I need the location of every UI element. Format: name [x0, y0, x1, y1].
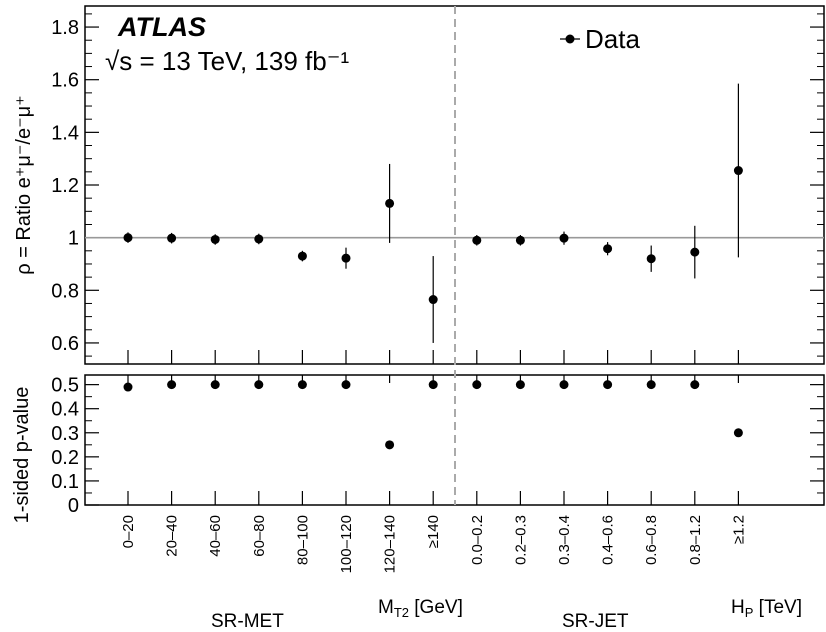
pvalue-data-point	[254, 380, 264, 390]
legend-label: Data	[585, 24, 640, 54]
pvalue-y-tick-label: 0	[68, 495, 79, 517]
x-category-label: ≥1.2	[730, 515, 747, 544]
hp-axis-unit: [TeV]	[753, 597, 802, 618]
pvalue-y-tick-label: 0.5	[51, 375, 79, 397]
x-category-label: 0.0–0.2	[469, 515, 486, 565]
pvalue-data-point	[428, 380, 438, 390]
ratio-data-point	[690, 247, 700, 257]
pvalue-data-point	[515, 380, 525, 390]
x-category-label: 0–20	[120, 515, 137, 548]
ratio-data-point	[123, 233, 133, 243]
tick-labels: 0.6 0.8 1 1.2 1.4 1.6 1.8 00.10.20.30.40.5 0–20 2…	[51, 17, 747, 573]
x-category-label: 0.2–0.3	[512, 515, 529, 565]
pvalue-data-point	[603, 380, 613, 390]
ratio-y-tick-label: 1.6	[51, 70, 79, 92]
guide-lines	[85, 6, 824, 505]
pvalue-data-point	[646, 380, 656, 390]
ratio-y-tick-label: 1.4	[51, 122, 79, 144]
x-category-label: 120–140	[382, 515, 399, 573]
pvalue-data-point	[167, 380, 177, 390]
x-category-label: ≥140	[425, 515, 442, 548]
x-category-label: 0.8–1.2	[687, 515, 704, 565]
ratio-data-point	[646, 254, 656, 264]
x-category-label: 0.4–0.6	[600, 515, 617, 565]
pvalue-data-point	[385, 440, 395, 450]
ratio-data-point	[341, 253, 351, 263]
ratio-y-tick-label: 0.6	[51, 333, 79, 355]
data-points	[123, 83, 743, 450]
pvalue-y-tick-label: 0.4	[51, 399, 79, 421]
x-category-label: 0.3–0.4	[556, 515, 573, 565]
mt2-axis-sub: T2	[394, 605, 409, 620]
legend: Data	[560, 24, 640, 54]
pvalue-y-tick-label: 0.3	[51, 423, 79, 445]
experiment-label: ATLAS	[117, 12, 206, 42]
sr-jet-label: SR-JET	[562, 611, 629, 632]
x-category-label: 0.6–0.8	[643, 515, 660, 565]
ratio-data-point	[603, 244, 613, 254]
legend-marker	[565, 34, 575, 44]
ratio-y-tick-label: 1	[68, 228, 79, 250]
sr-met-label: SR-MET	[211, 611, 284, 632]
ratio-data-point	[297, 251, 307, 261]
ratio-data-point	[472, 235, 482, 245]
pvalue-y-axis-title: 1-sided p-value	[11, 387, 33, 524]
ratio-data-point	[254, 234, 264, 244]
pvalue-data-point	[341, 380, 351, 390]
ratio-data-point	[428, 295, 438, 305]
ratio-data-point	[385, 198, 395, 208]
x-category-label: 40–60	[207, 515, 224, 557]
ratio-y-tick-label: 1.8	[51, 17, 79, 39]
ratio-y-axis-title: ρ = Ratio e⁺μ⁻/e⁻μ⁺	[13, 95, 35, 275]
pvalue-data-point	[123, 382, 133, 392]
hp-axis-sub: P	[745, 605, 754, 620]
x-category-label: 60–80	[251, 515, 268, 557]
pvalue-data-point	[690, 380, 700, 390]
x-category-label: 80–100	[294, 515, 311, 565]
pvalue-data-point	[559, 380, 569, 390]
ratio-y-tick-label: 1.2	[51, 175, 79, 197]
hp-axis-main: H	[731, 597, 745, 618]
ratio-data-point	[515, 235, 525, 245]
pvalue-data-point	[472, 380, 482, 390]
pvalue-data-point	[733, 428, 743, 438]
x-category-label: 100–120	[338, 515, 355, 573]
ratio-data-point	[559, 233, 569, 243]
hp-axis-label: HP [TeV]	[731, 597, 802, 620]
mt2-axis-unit: [GeV]	[409, 597, 463, 618]
ratio-data-point	[733, 166, 743, 176]
pvalue-data-point	[297, 380, 307, 390]
pvalue-y-tick-label: 0.1	[51, 471, 79, 493]
axis-ticks	[85, 13, 824, 506]
ratio-y-tick-label: 0.8	[51, 280, 79, 302]
mt2-axis-main: M	[378, 597, 394, 618]
energy-label: √s = 13 TeV, 139 fb⁻¹	[105, 46, 349, 76]
x-category-label: 20–40	[164, 515, 181, 557]
ratio-data-point	[210, 234, 220, 244]
pvalue-y-tick-label: 0.2	[51, 447, 79, 469]
ratio-data-point	[167, 233, 177, 243]
mt2-axis-label: MT2 [GeV]	[378, 597, 463, 620]
pvalue-data-point	[210, 380, 220, 390]
